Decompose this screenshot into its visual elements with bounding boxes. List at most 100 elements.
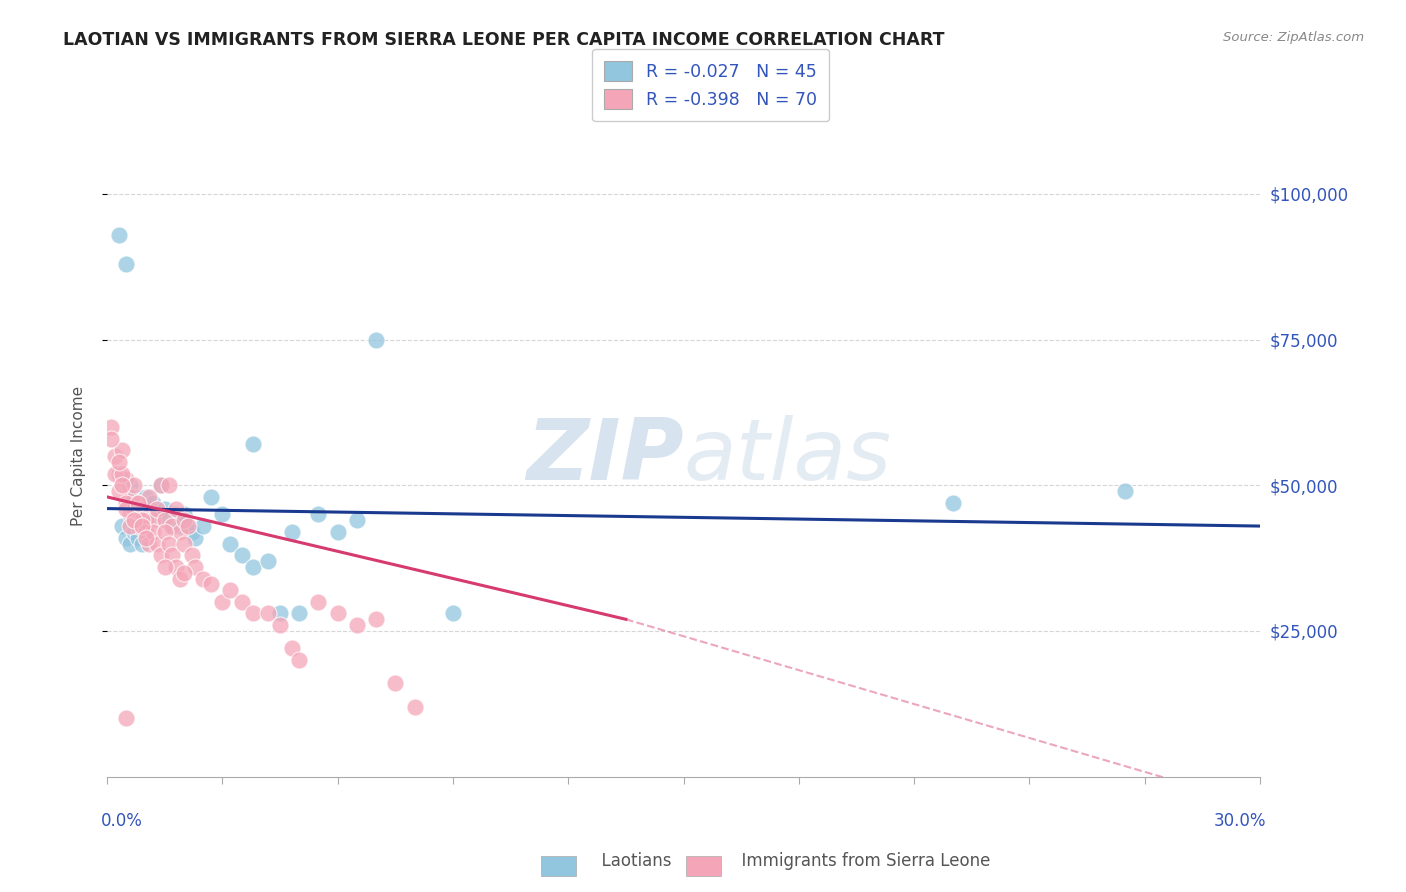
Point xyxy=(441,607,464,621)
Point xyxy=(184,559,207,574)
Point xyxy=(346,618,368,632)
Text: atlas: atlas xyxy=(683,415,891,498)
Point xyxy=(115,711,138,725)
Point xyxy=(346,513,368,527)
Point xyxy=(200,577,222,591)
Point xyxy=(127,519,149,533)
Point xyxy=(180,548,202,562)
Point xyxy=(157,513,180,527)
Point xyxy=(120,508,142,522)
Point xyxy=(134,531,156,545)
Point xyxy=(138,536,160,550)
Point xyxy=(153,524,176,539)
Point xyxy=(131,508,153,522)
Text: LAOTIAN VS IMMIGRANTS FROM SIERRA LEONE PER CAPITA INCOME CORRELATION CHART: LAOTIAN VS IMMIGRANTS FROM SIERRA LEONE … xyxy=(63,31,945,49)
Point xyxy=(169,572,191,586)
Point xyxy=(149,478,172,492)
Y-axis label: Per Capita Income: Per Capita Income xyxy=(72,386,86,526)
Point xyxy=(231,595,253,609)
Point xyxy=(191,519,214,533)
Point xyxy=(326,607,349,621)
Point xyxy=(173,566,195,580)
Point xyxy=(127,531,149,545)
Point xyxy=(134,524,156,539)
Point xyxy=(173,536,195,550)
Point xyxy=(122,478,145,492)
Point xyxy=(127,496,149,510)
Point xyxy=(131,501,153,516)
Point xyxy=(257,607,280,621)
Point xyxy=(131,519,153,533)
Point xyxy=(122,490,145,504)
Point xyxy=(115,531,138,545)
Point xyxy=(242,437,264,451)
Text: Laotians: Laotians xyxy=(591,852,671,870)
Point xyxy=(280,524,302,539)
Point xyxy=(269,607,291,621)
Point xyxy=(100,432,122,446)
Point xyxy=(1114,484,1136,499)
Point xyxy=(307,595,329,609)
Point xyxy=(127,496,149,510)
Point xyxy=(107,467,129,481)
Point xyxy=(157,536,180,550)
Point xyxy=(242,607,264,621)
Point xyxy=(146,536,169,550)
Point xyxy=(131,513,153,527)
Point xyxy=(146,508,169,522)
Point xyxy=(200,490,222,504)
Point xyxy=(941,496,963,510)
Point xyxy=(219,536,242,550)
Point xyxy=(162,548,184,562)
Point xyxy=(142,513,165,527)
Point xyxy=(107,227,129,242)
Point xyxy=(157,478,180,492)
Point xyxy=(111,443,134,458)
Point xyxy=(280,641,302,656)
Point xyxy=(326,524,349,539)
Point xyxy=(169,519,191,533)
Text: 0.0%: 0.0% xyxy=(101,812,143,830)
Point xyxy=(120,478,142,492)
Point xyxy=(184,531,207,545)
Point xyxy=(404,699,426,714)
Point xyxy=(134,513,156,527)
Point xyxy=(104,449,127,463)
Point xyxy=(142,496,165,510)
Point xyxy=(115,501,138,516)
Point xyxy=(142,524,165,539)
Point xyxy=(177,519,200,533)
Text: ZIP: ZIP xyxy=(526,415,683,498)
Point xyxy=(165,501,187,516)
Point xyxy=(211,508,233,522)
Point xyxy=(153,501,176,516)
Point xyxy=(364,333,387,347)
Point xyxy=(115,496,138,510)
Point xyxy=(165,508,187,522)
Point xyxy=(165,559,187,574)
Point xyxy=(211,595,233,609)
Point xyxy=(104,467,127,481)
Point xyxy=(115,472,138,486)
Legend: R = -0.027   N = 45, R = -0.398   N = 70: R = -0.027 N = 45, R = -0.398 N = 70 xyxy=(592,49,830,121)
Point xyxy=(120,490,142,504)
Point xyxy=(153,513,176,527)
Point xyxy=(111,478,134,492)
Text: Immigrants from Sierra Leone: Immigrants from Sierra Leone xyxy=(731,852,990,870)
Point xyxy=(120,519,142,533)
Point xyxy=(131,536,153,550)
Point xyxy=(231,548,253,562)
Point xyxy=(122,513,145,527)
Point xyxy=(269,618,291,632)
Point xyxy=(115,257,138,271)
Point xyxy=(242,559,264,574)
Point xyxy=(107,455,129,469)
Text: 30.0%: 30.0% xyxy=(1213,812,1265,830)
Point xyxy=(107,484,129,499)
Point xyxy=(173,513,195,527)
Point xyxy=(153,559,176,574)
Point xyxy=(288,607,311,621)
Point xyxy=(127,496,149,510)
Point xyxy=(122,501,145,516)
Point xyxy=(162,519,184,533)
